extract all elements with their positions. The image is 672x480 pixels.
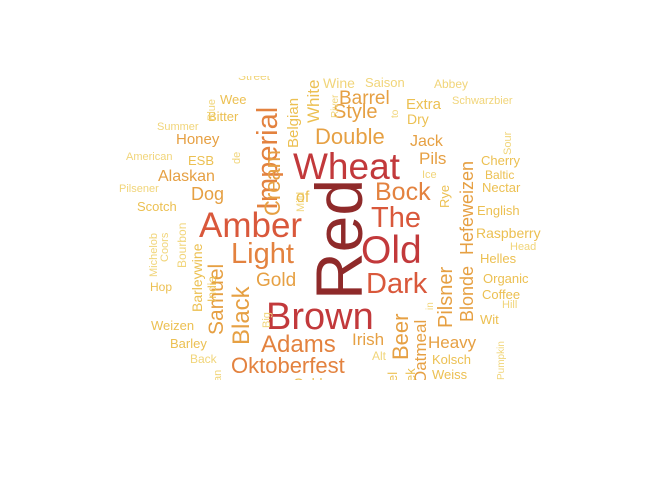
cloud-word: India bbox=[205, 275, 219, 302]
cloud-word: Coffee bbox=[482, 287, 521, 302]
cloud-word: Weiss bbox=[432, 367, 468, 380]
cloud-word: Cherry bbox=[481, 153, 521, 168]
cloud-word: Blonde bbox=[457, 265, 477, 322]
cloud-word: Hefeweizen bbox=[457, 160, 477, 255]
cloud-word: Honey bbox=[176, 131, 220, 148]
cloud-word: ek bbox=[403, 368, 418, 380]
cloud-word: Head bbox=[510, 241, 537, 253]
cloud-word: ESB bbox=[188, 153, 215, 168]
cloud-word: Dry bbox=[407, 111, 429, 127]
cloud-word: Cream bbox=[260, 149, 285, 216]
cloud-word: American bbox=[126, 151, 173, 163]
cloud-word: Baltic bbox=[485, 168, 515, 182]
cloud-word: River bbox=[330, 94, 341, 118]
cloud-word: Wee bbox=[220, 92, 247, 107]
word-cloud-viewport: Red Wheat Old Brown Amber The Dark Light Imperia… bbox=[0, 76, 672, 380]
cloud-word: Alaskan bbox=[158, 168, 215, 185]
cloud-word: Street bbox=[238, 76, 271, 83]
cloud-word: The bbox=[371, 202, 421, 234]
cloud-word: Barleywine bbox=[189, 243, 205, 312]
cloud-word: Wine bbox=[323, 76, 355, 91]
cloud-word: Nectar bbox=[482, 180, 521, 195]
cloud-word: Barrel bbox=[339, 88, 390, 109]
cloud-word: Bock bbox=[375, 178, 431, 206]
cloud-word: Jack bbox=[410, 133, 443, 150]
cloud-word: de bbox=[231, 151, 243, 164]
cloud-word: Hop bbox=[150, 280, 173, 294]
cloud-word: Summer bbox=[157, 121, 199, 133]
cloud-word: Bourbon bbox=[175, 222, 189, 268]
cloud-word: Belgian bbox=[285, 97, 302, 148]
cloud-word: Helles bbox=[480, 251, 517, 266]
cloud-word: Old bbox=[361, 229, 422, 272]
cloud-word: Golden bbox=[293, 376, 338, 380]
cloud-word: Pils bbox=[419, 149, 447, 168]
cloud-word: Barley bbox=[170, 336, 207, 351]
cloud-word: Rye bbox=[437, 184, 452, 208]
cloud-word: Back bbox=[190, 352, 217, 366]
cloud-word: Ice bbox=[422, 169, 437, 181]
cloud-word: Dog bbox=[191, 184, 225, 204]
cloud-word: Extra bbox=[406, 96, 442, 113]
cloud-word: White bbox=[304, 79, 323, 123]
cloud-word: Schwarzbier bbox=[452, 95, 513, 107]
cloud-word: Pilsener bbox=[119, 183, 159, 195]
cloud-word: to bbox=[390, 109, 401, 118]
cloud-word: Alt bbox=[372, 349, 387, 363]
cloud-word: of bbox=[296, 189, 310, 206]
cloud-word: Blue bbox=[206, 98, 218, 121]
cloud-word: Dark bbox=[366, 268, 428, 300]
cloud-word: Double bbox=[315, 124, 385, 149]
cloud-word: in bbox=[425, 302, 436, 310]
cloud-word: Scotch bbox=[137, 199, 177, 214]
cloud-word: Hill bbox=[502, 299, 518, 311]
cloud-word: Adams bbox=[261, 331, 336, 358]
word-cloud-canvas: Red Wheat Old Brown Amber The Dark Light Imperia… bbox=[0, 76, 672, 380]
cloud-word: Big bbox=[261, 312, 273, 328]
cloud-word: Black bbox=[228, 286, 255, 345]
cloud-word: Pilsner bbox=[435, 266, 457, 328]
cloud-word: Wit bbox=[480, 312, 499, 327]
cloud-word: an bbox=[212, 369, 224, 380]
cloud-word: Pumpkin bbox=[496, 341, 507, 380]
cloud-word: Raspberry bbox=[476, 225, 541, 241]
cloud-word: Abbey bbox=[434, 77, 469, 91]
cloud-word: Wheat bbox=[293, 146, 400, 187]
cloud-word: Kolsch bbox=[432, 352, 472, 367]
cloud-word: Brown bbox=[266, 296, 374, 338]
cloud-word: Oktoberfest bbox=[231, 353, 345, 378]
cloud-word: Coors bbox=[159, 232, 171, 262]
cloud-word: Amber bbox=[199, 206, 303, 245]
cloud-word: Beer bbox=[388, 313, 413, 360]
cloud-word: Light bbox=[231, 238, 294, 270]
cloud-word: Sour bbox=[502, 131, 514, 155]
cloud-word: Heavy bbox=[428, 333, 477, 352]
cloud-word: Organic bbox=[483, 271, 529, 286]
cloud-word: Gold bbox=[256, 270, 297, 291]
cloud-word: Irish bbox=[352, 330, 385, 349]
cloud-word: English bbox=[477, 203, 520, 218]
cloud-word: Style bbox=[333, 101, 378, 123]
cloud-word: Bitter bbox=[208, 109, 239, 124]
cloud-word: Saison bbox=[365, 76, 405, 90]
cloud-word: Weizen bbox=[151, 318, 195, 333]
cloud-word: el bbox=[385, 371, 400, 380]
